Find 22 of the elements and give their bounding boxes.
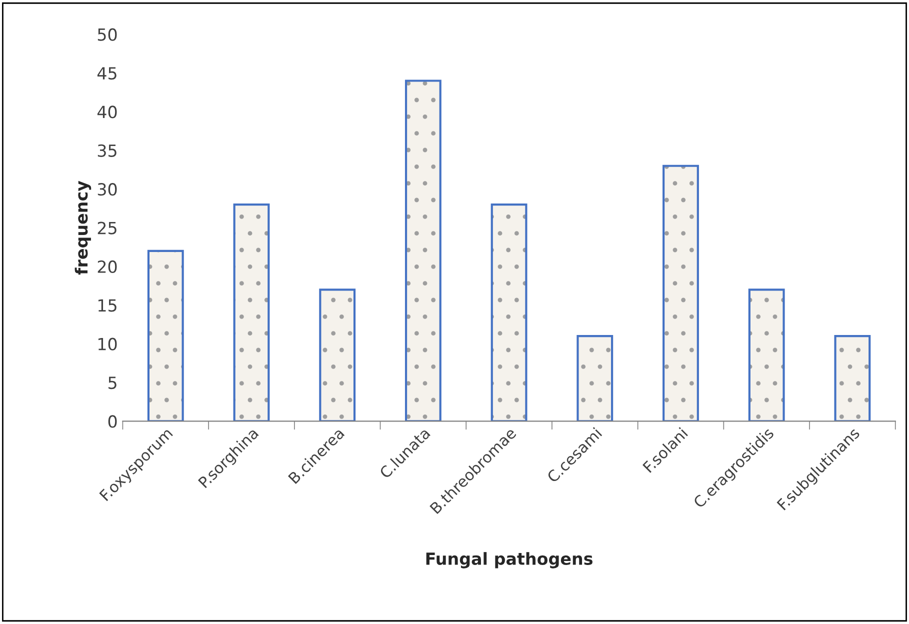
y-tick-label: 0 xyxy=(108,415,117,428)
x-axis-title: Fungal pathogens xyxy=(426,552,592,568)
y-tick-label: 35 xyxy=(98,144,116,157)
bar xyxy=(404,80,442,422)
bar xyxy=(319,288,356,422)
y-tick-label: 40 xyxy=(97,106,117,118)
y-tick-label: 10 xyxy=(98,338,117,350)
bar xyxy=(147,250,184,422)
bar xyxy=(834,335,871,422)
bar xyxy=(748,288,785,422)
bar xyxy=(490,204,528,422)
y-tick-label: 25 xyxy=(98,222,116,234)
bar xyxy=(233,204,270,422)
y-tick-label: 5 xyxy=(108,376,116,390)
y-axis-title: frequency xyxy=(74,180,92,275)
y-tick-label: 15 xyxy=(98,299,116,312)
y-tick-label: 20 xyxy=(98,260,117,274)
bar xyxy=(662,164,699,422)
y-tick-label: 30 xyxy=(98,183,117,196)
bar xyxy=(576,335,614,422)
y-tick-label: 50 xyxy=(98,28,117,41)
y-tick-label: 45 xyxy=(97,67,116,80)
